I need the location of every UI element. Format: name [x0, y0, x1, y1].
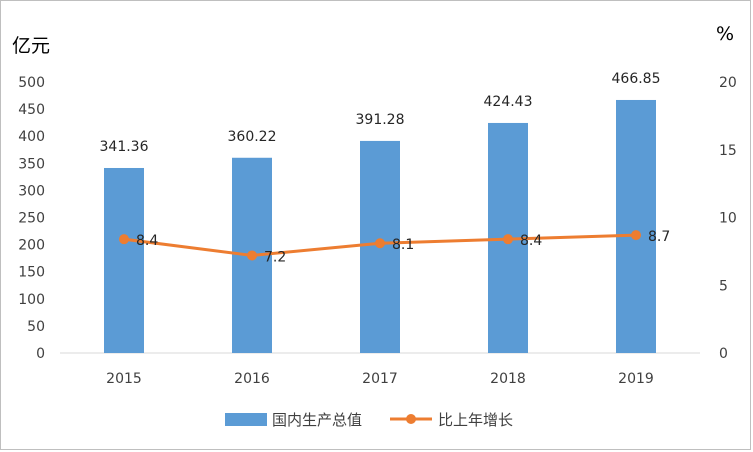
left-tick-label: 450 [18, 102, 45, 118]
line-point [119, 234, 129, 245]
left-tick-label: 150 [18, 265, 45, 281]
left-tick-label: 350 [18, 156, 45, 172]
line-point [247, 250, 257, 261]
line-value-label: 8.1 [392, 237, 414, 253]
x-axis-ticks: 2015 2016 2017 2018 2019 [106, 371, 654, 387]
left-tick-label: 400 [18, 129, 45, 145]
left-axis-unit: 亿元 [12, 35, 50, 57]
bar [104, 167, 144, 353]
line-point [375, 238, 385, 249]
left-tick-label: 0 [36, 346, 45, 362]
left-tick-label: 50 [27, 319, 45, 335]
bar-value-labels: 341.36 360.22 391.28 424.43 466.85 [100, 71, 661, 155]
legend-line-label: 比上年增长 [438, 411, 513, 429]
left-tick-label: 100 [18, 292, 45, 308]
legend-bar-label: 国内生产总值 [272, 411, 362, 429]
bar-value-label: 391.28 [356, 112, 405, 128]
left-tick-label: 500 [18, 75, 45, 91]
x-tick-label: 2018 [490, 371, 526, 387]
left-tick-label: 200 [18, 238, 45, 254]
right-axis-ticks: 0 5 10 15 20 [719, 75, 737, 362]
x-tick-label: 2015 [106, 371, 142, 387]
line-point [503, 234, 513, 245]
line-value-label: 8.7 [648, 229, 670, 245]
x-tick-label: 2016 [234, 371, 270, 387]
line-value-label: 8.4 [136, 233, 158, 249]
line-series: 8.4 7.2 8.1 8.4 8.7 [119, 229, 670, 265]
x-tick-label: 2017 [362, 371, 398, 387]
bar-value-label: 466.85 [612, 71, 661, 87]
right-tick-label: 0 [719, 346, 728, 362]
right-axis-unit: % [716, 23, 734, 45]
bar-value-label: 424.43 [484, 94, 533, 110]
right-tick-label: 20 [719, 75, 737, 91]
right-tick-label: 15 [719, 143, 737, 159]
line-point [631, 230, 641, 241]
legend-line-marker [406, 414, 416, 424]
bar-series [104, 99, 656, 353]
left-tick-label: 250 [18, 211, 45, 227]
bar-value-label: 360.22 [228, 129, 277, 145]
bar-value-label: 341.36 [100, 139, 149, 155]
x-tick-label: 2019 [618, 371, 654, 387]
right-tick-label: 5 [719, 278, 728, 294]
bar [616, 99, 656, 353]
line-value-label: 7.2 [264, 249, 286, 265]
legend: 国内生产总值 比上年增长 [225, 411, 513, 429]
right-tick-label: 10 [719, 211, 737, 227]
left-tick-label: 300 [18, 183, 45, 199]
left-axis-ticks: 0 50 100 150 200 250 300 350 400 450 500 [18, 75, 45, 362]
legend-bar-swatch [225, 413, 267, 426]
line-value-label: 8.4 [520, 233, 542, 249]
